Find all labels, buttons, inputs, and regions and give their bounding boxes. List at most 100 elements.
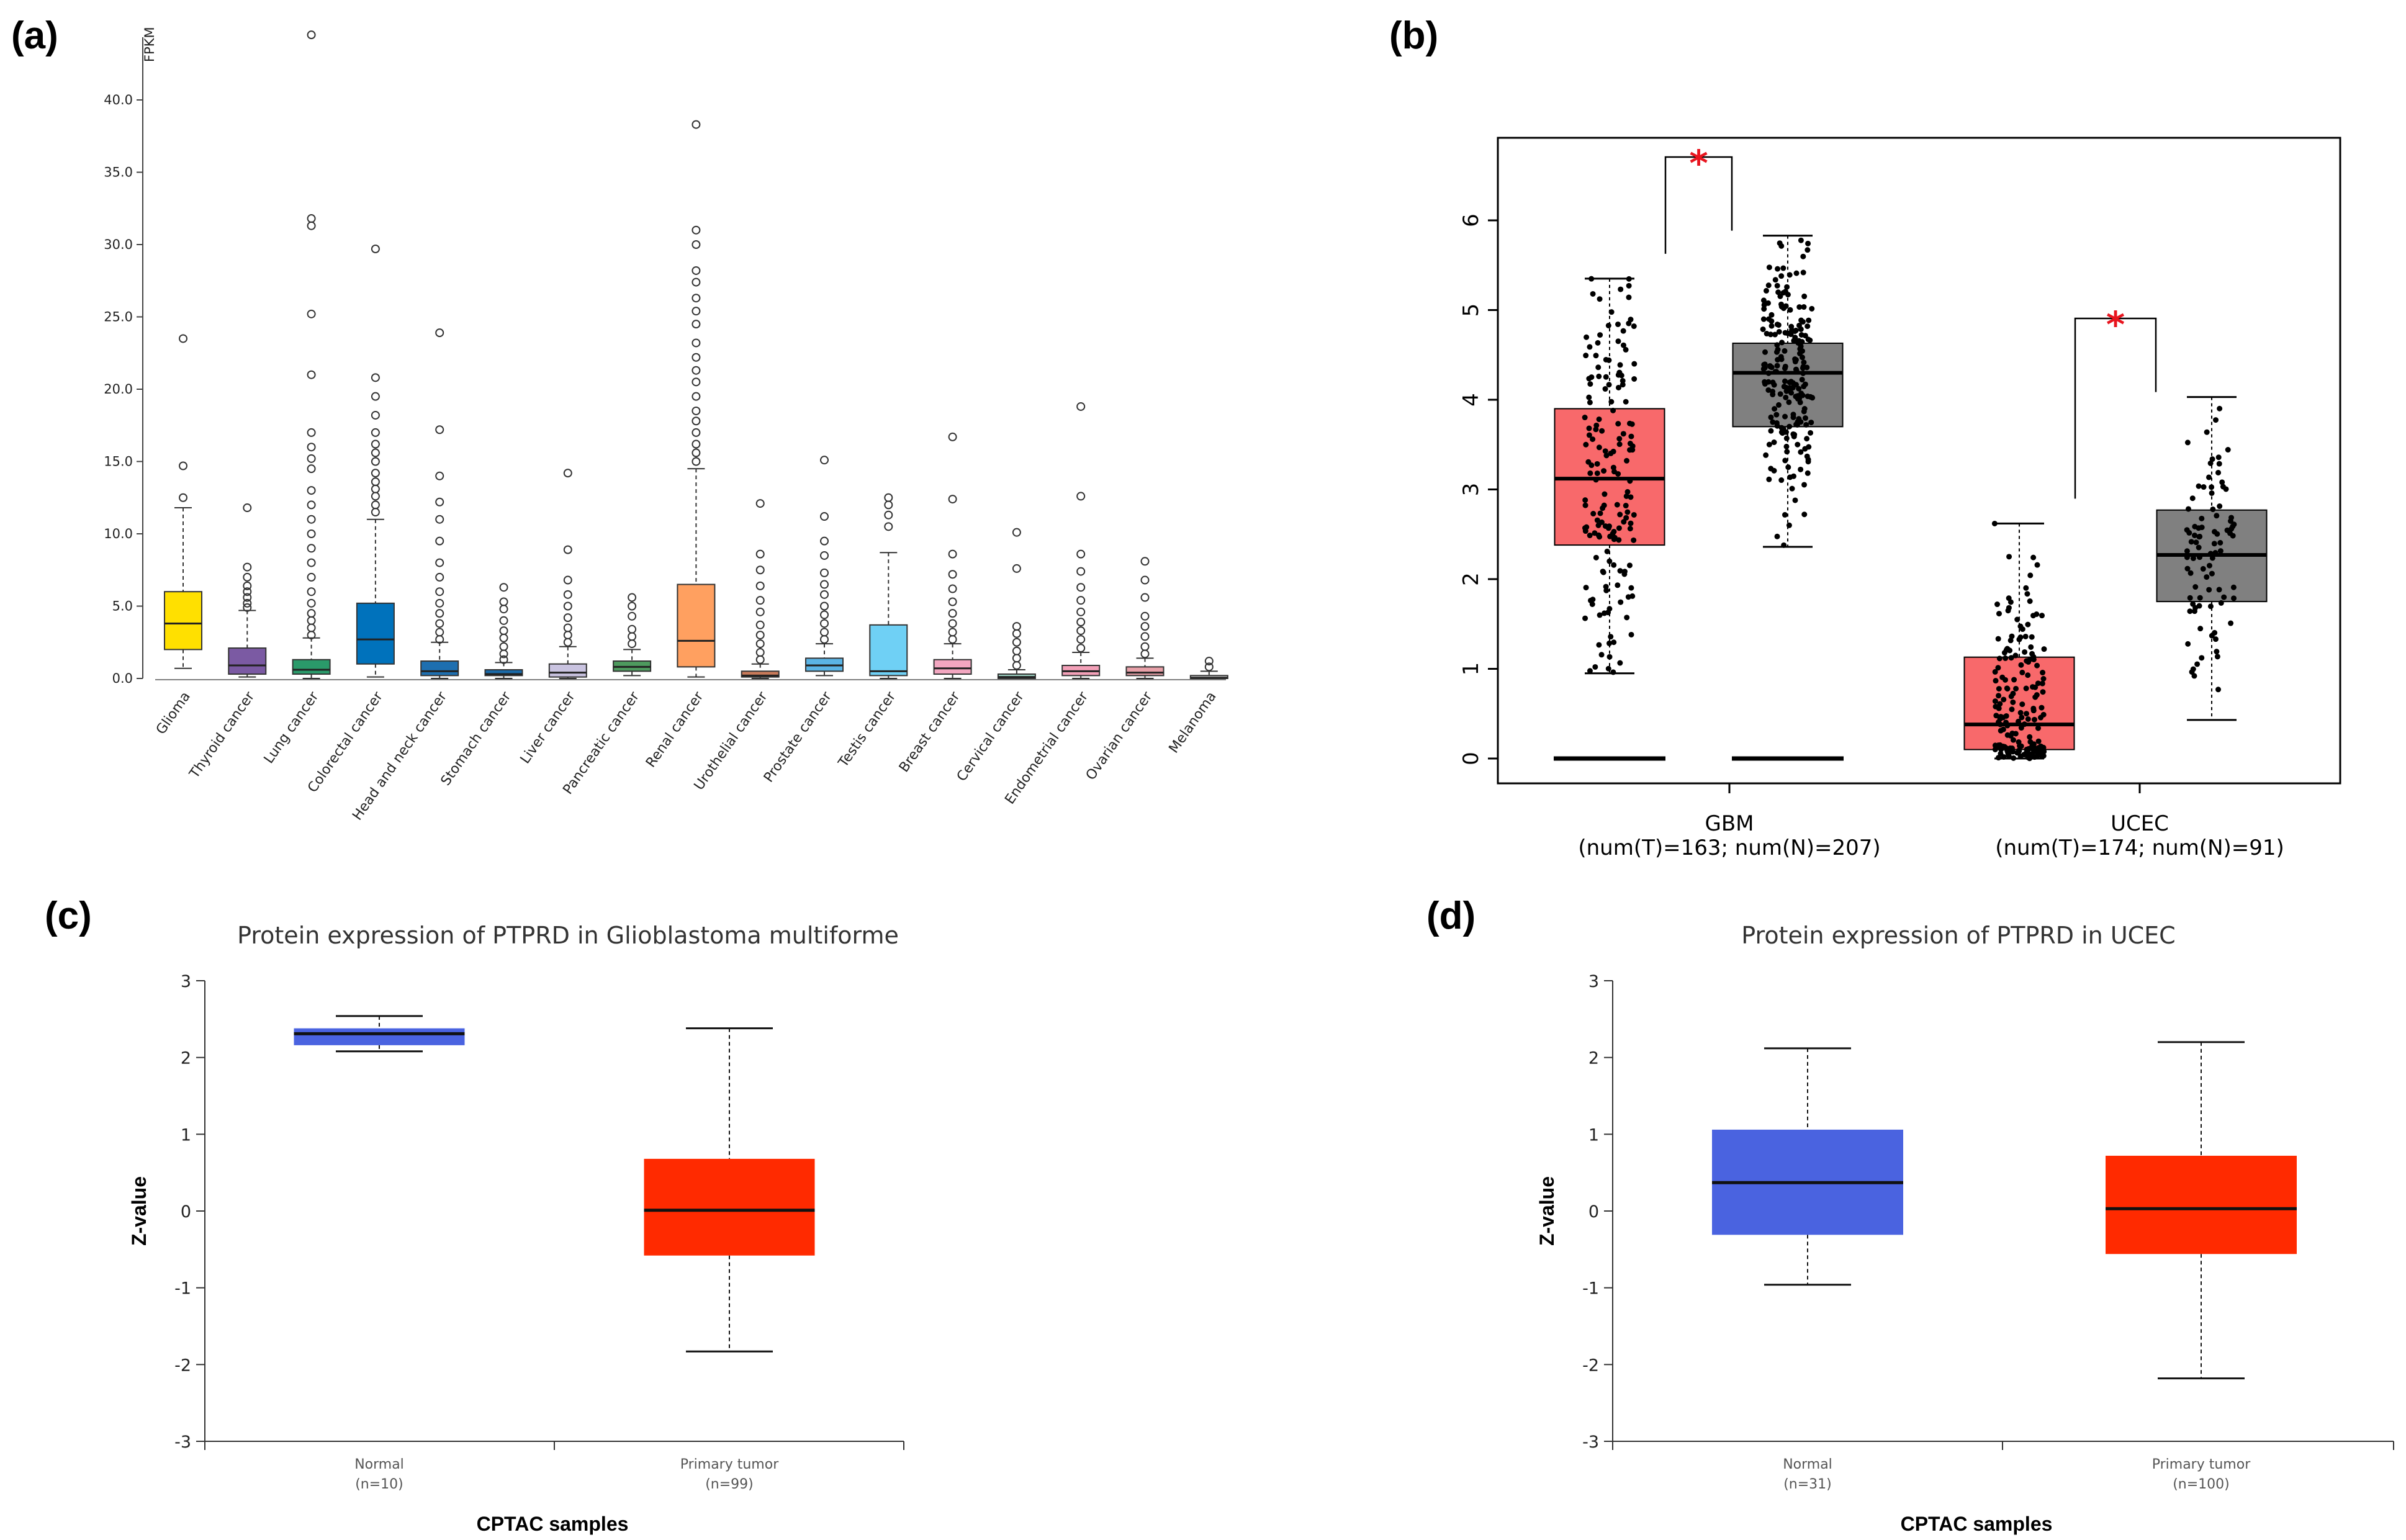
data-point xyxy=(2215,687,2222,693)
outlier-point xyxy=(692,240,701,249)
significance-star: * xyxy=(1689,142,1708,184)
outlier-point xyxy=(628,639,637,649)
data-point xyxy=(2206,474,2212,480)
data-point xyxy=(1792,359,1798,365)
data-point xyxy=(1800,253,1806,259)
outlier-point xyxy=(435,497,444,507)
data-point xyxy=(2030,654,2037,660)
data-point xyxy=(1809,395,1816,401)
data-point xyxy=(2031,716,2037,723)
outlier-point xyxy=(307,214,316,223)
data-point xyxy=(1808,420,1814,426)
data-point xyxy=(1620,431,1626,437)
data-point xyxy=(1801,384,1807,390)
data-point xyxy=(1594,470,1600,476)
data-point xyxy=(1798,343,1804,349)
outlier-point xyxy=(307,623,316,633)
data-point xyxy=(1760,326,1766,332)
data-point xyxy=(1793,270,1800,276)
outlier-point xyxy=(1076,567,1086,576)
outlier-point xyxy=(307,454,316,463)
data-point xyxy=(1996,686,2002,692)
outlier-point xyxy=(371,500,380,510)
box-a-15 xyxy=(1125,557,1165,679)
data-point xyxy=(1615,582,1621,588)
y-tick-label: -2 xyxy=(1582,1356,1599,1375)
data-point xyxy=(1801,304,1807,310)
x-tick-label-a: Renal cancer xyxy=(643,688,707,770)
data-point xyxy=(1800,348,1806,354)
data-point xyxy=(2018,662,2024,668)
box-rect xyxy=(164,591,202,651)
data-point xyxy=(2223,486,2229,492)
outlier-point xyxy=(243,593,252,602)
data-point xyxy=(1806,317,1812,323)
data-point xyxy=(1618,372,1624,379)
data-point xyxy=(2025,621,2031,628)
box-b-tumor xyxy=(1554,276,1665,675)
data-point xyxy=(1626,282,1632,289)
data-point xyxy=(2194,661,2201,667)
outlier-point xyxy=(692,377,701,387)
box-a-6 xyxy=(548,469,587,679)
outlier-point xyxy=(435,515,444,524)
data-point xyxy=(2029,634,2035,640)
data-point xyxy=(2030,746,2036,752)
data-point xyxy=(2209,490,2215,496)
y-axis-label-c: Z-value xyxy=(128,1176,150,1246)
data-point xyxy=(1774,423,1780,429)
outlier-point xyxy=(820,635,829,644)
outlier-point xyxy=(820,580,829,589)
x-tick-label-a: Prostate cancer xyxy=(761,688,836,785)
box-d-0 xyxy=(1712,1047,1903,1286)
outlier-point xyxy=(307,558,316,567)
data-point xyxy=(1782,378,1788,384)
data-point xyxy=(1993,713,1999,719)
box-rect xyxy=(1963,656,2075,750)
data-point xyxy=(1589,601,1595,608)
outlier-point xyxy=(563,575,572,585)
data-point xyxy=(1624,615,1630,621)
data-point xyxy=(1611,536,1617,543)
data-point xyxy=(2013,685,2019,691)
box-rect xyxy=(1125,666,1165,677)
data-point xyxy=(1607,533,1613,539)
data-point xyxy=(1774,282,1780,289)
outlier-point xyxy=(820,536,829,546)
data-point xyxy=(1611,562,1617,568)
data-point xyxy=(2206,587,2212,593)
data-point xyxy=(1762,379,1768,385)
data-point xyxy=(1806,444,1812,450)
data-point xyxy=(1778,425,1785,431)
data-point xyxy=(1997,716,2003,722)
data-point xyxy=(1603,356,1609,362)
data-point xyxy=(1611,639,1617,646)
data-point xyxy=(1767,362,1773,369)
data-point xyxy=(1996,611,2002,617)
data-point xyxy=(1605,610,1611,616)
data-point xyxy=(1787,474,1793,480)
outlier-point xyxy=(628,624,637,634)
data-point xyxy=(1617,660,1623,666)
outlier-point xyxy=(371,477,380,487)
box-rect xyxy=(356,602,395,665)
data-point xyxy=(1626,294,1632,300)
chart-title-d: Protein expression of PTPRD in UCEC xyxy=(1741,922,2175,949)
significance-bracket xyxy=(1664,156,1733,254)
data-point xyxy=(1774,362,1780,369)
data-point xyxy=(2212,550,2219,556)
data-point xyxy=(2196,483,2202,489)
data-point xyxy=(1782,457,1788,464)
data-point xyxy=(2217,539,2224,546)
group-b-0: * GBM(num(T)=163; num(N)=207) xyxy=(1554,142,1881,860)
box-a-10 xyxy=(805,456,844,677)
y-tick-label: 3 xyxy=(1588,972,1599,991)
x-tick-label-a: Stomach cancer xyxy=(438,688,515,788)
data-point xyxy=(1597,296,1603,302)
data-point xyxy=(1781,542,1787,548)
box-a-1 xyxy=(228,503,267,678)
data-point xyxy=(2225,447,2231,453)
box-a-14 xyxy=(1061,402,1101,679)
data-point xyxy=(1775,266,1781,272)
data-point xyxy=(1768,312,1775,318)
